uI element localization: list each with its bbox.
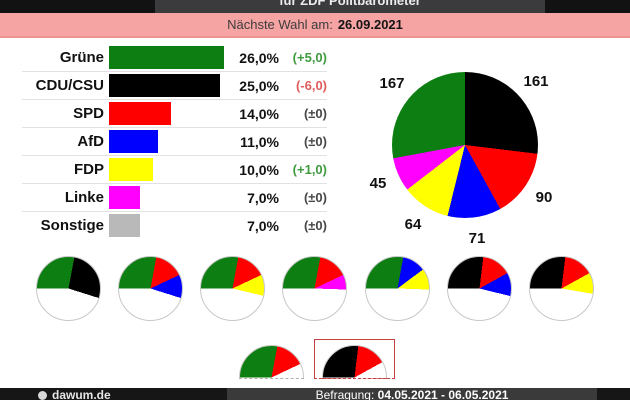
seat-label-spd: 90 [535, 189, 553, 206]
party-row-cdu: CDU/CSU 25,0% (-6,0) [22, 72, 327, 100]
survey-period: Befragung: 04.05.2021 - 06.05.2021 [227, 388, 597, 400]
coalition-pie-cdu-spd-fdp [528, 256, 594, 321]
source-name: dawum.de [52, 388, 111, 400]
party-row-gruene: Grüne 26,0% (+5,0) [22, 44, 327, 72]
seat-label-afd: 71 [468, 230, 486, 247]
seat-label-linke: 45 [369, 175, 387, 192]
party-percent: 7,0% [247, 189, 279, 206]
party-change: (-6,0) [295, 78, 327, 93]
party-name: SPD [73, 105, 104, 122]
coalition-pie-cropped-wrap [322, 345, 387, 379]
source-credit: dawum.de [38, 388, 111, 400]
party-bar-track [109, 158, 227, 181]
party-bar-track [109, 102, 227, 125]
next-election-label: Nächste Wahl am: [227, 17, 333, 32]
party-row-afd: AfD 11,0% (±0) [22, 128, 327, 156]
party-bar [109, 46, 224, 69]
party-change: (+1,0) [292, 162, 327, 177]
coalition-pie-gruene-spd-afd [118, 256, 184, 321]
next-election-date: 26.09.2021 [337, 17, 403, 32]
party-name: AfD [77, 133, 104, 150]
party-bar-track [109, 130, 227, 153]
seat-label-fdp: 64 [404, 216, 422, 233]
coalition-pies-row [36, 256, 594, 321]
party-bar [109, 214, 140, 237]
party-bar [109, 102, 171, 125]
survey-label: Befragung: [315, 388, 375, 400]
coalition-pie-cdu-spd-afd [446, 256, 512, 321]
party-bar-track [109, 46, 227, 69]
coalition-pie-gruene-spd-linke [282, 256, 348, 321]
party-bar [109, 74, 220, 97]
party-bar [109, 186, 140, 209]
source-footer: dawum.de Befragung: 04.05.2021 - 06.05.2… [0, 388, 630, 400]
coalition-pie-gruene-spd [239, 345, 304, 378]
attribution-bar: für ZDF Politbarometer [0, 0, 630, 13]
party-bar [109, 130, 158, 153]
party-percent: 14,0% [239, 105, 279, 122]
party-change: (±0) [303, 218, 327, 233]
attribution-text: für ZDF Politbarometer [279, 0, 421, 8]
coalition-pie-cropped-wrap [239, 345, 304, 379]
coalition-pie-gruene-spd-fdp [200, 256, 266, 321]
seats-pie-chart [392, 72, 538, 218]
seat-label-gruene: 167 [379, 75, 405, 92]
party-name: Grüne [59, 49, 104, 66]
party-row-fdp: FDP 10,0% (+1,0) [22, 156, 327, 184]
next-election-bar: Nächste Wahl am: 26.09.2021 [0, 13, 630, 38]
survey-dates: 04.05.2021 - 06.05.2021 [377, 388, 509, 400]
party-change: (±0) [303, 134, 327, 149]
party-percent: 25,0% [239, 77, 279, 94]
party-bar-track [109, 186, 227, 209]
party-percent: 26,0% [239, 49, 279, 66]
seat-label-cdu: 161 [523, 73, 549, 90]
party-row-spd: SPD 14,0% (±0) [22, 100, 327, 128]
party-name: Sonstige [40, 217, 104, 234]
coalition-pie-gruene-cdu [36, 256, 101, 321]
party-row-linke: Linke 7,0% (±0) [22, 184, 327, 212]
party-change: (±0) [303, 190, 327, 205]
party-row-sonstige: Sonstige 7,0% (±0) [22, 212, 327, 239]
coalition-pie-gruene-afd-fdp [364, 256, 430, 321]
party-name: FDP [74, 161, 104, 178]
party-name: Linke [64, 189, 104, 206]
party-change: (±0) [303, 106, 327, 121]
dawum-logo-icon [38, 391, 47, 400]
party-bar [109, 158, 154, 181]
party-bar-track [109, 74, 227, 97]
party-bar-track [109, 214, 227, 237]
party-percent: 7,0% [247, 217, 279, 234]
party-name: CDU/CSU [35, 77, 104, 94]
party-percent: 10,0% [239, 161, 279, 178]
party-bar-chart: Grüne 26,0% (+5,0) CDU/CSU 25,0% (-6,0) SPD 14,… [22, 44, 327, 239]
party-change: (+5,0) [292, 50, 327, 65]
attribution-bar-center: für ZDF Politbarometer [155, 0, 545, 13]
party-percent: 11,0% [240, 133, 279, 150]
coalition-pie-cdu-spd [322, 345, 387, 378]
